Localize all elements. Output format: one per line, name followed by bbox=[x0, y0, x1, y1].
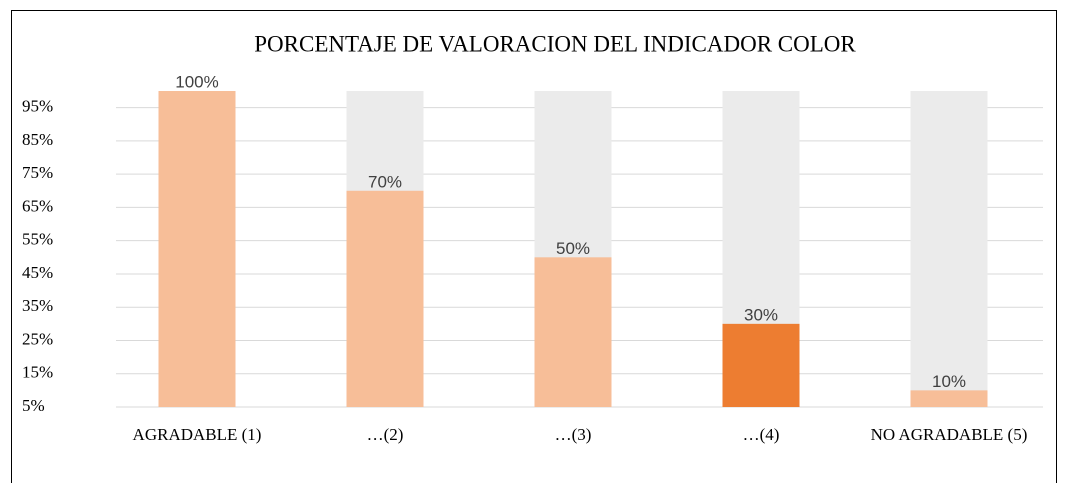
chart-title: PORCENTAJE DE VALORACION DEL INDICADOR C… bbox=[254, 31, 856, 56]
bar bbox=[346, 190, 424, 407]
y-tick-label: 95% bbox=[22, 97, 53, 116]
value-label: 50% bbox=[556, 239, 590, 258]
bar bbox=[910, 390, 988, 407]
value-label: 100% bbox=[175, 72, 218, 91]
y-tick-label: 5% bbox=[22, 396, 45, 415]
y-tick-label: 75% bbox=[22, 163, 53, 182]
x-tick-label: …(2) bbox=[367, 425, 404, 444]
bar bbox=[722, 323, 800, 407]
background-bar bbox=[910, 91, 988, 407]
bar bbox=[534, 257, 612, 407]
x-tick-label: …(4) bbox=[743, 425, 780, 444]
y-tick-label: 25% bbox=[22, 329, 53, 348]
bar bbox=[158, 91, 236, 407]
x-tick-label: NO AGRADABLE (5) bbox=[871, 425, 1028, 444]
y-tick-label: 15% bbox=[22, 363, 53, 382]
x-tick-label: AGRADABLE (1) bbox=[133, 425, 262, 444]
y-tick-label: 55% bbox=[22, 230, 53, 249]
x-tick-label: …(3) bbox=[555, 425, 592, 444]
value-label: 30% bbox=[744, 305, 778, 324]
value-label: 70% bbox=[368, 172, 402, 191]
y-tick-label: 45% bbox=[22, 263, 53, 282]
y-tick-label: 35% bbox=[22, 296, 53, 315]
y-tick-label: 85% bbox=[22, 130, 53, 149]
y-tick-label: 65% bbox=[22, 196, 53, 215]
value-label: 10% bbox=[932, 372, 966, 391]
